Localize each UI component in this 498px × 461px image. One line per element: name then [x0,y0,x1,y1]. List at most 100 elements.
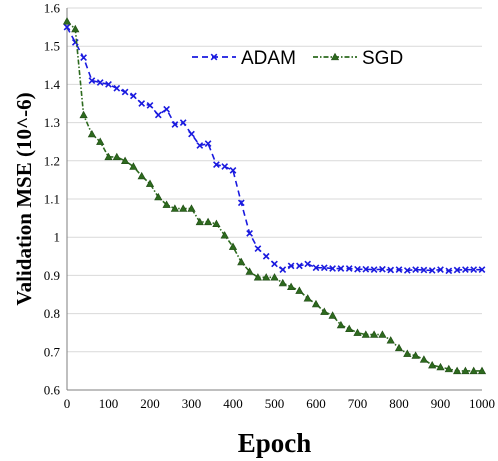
x-tick-label: 700 [348,396,368,411]
x-tick-label: 100 [99,396,119,411]
data-point-adam [262,252,270,260]
data-point-adam [345,265,353,272]
series-adam [63,23,486,275]
data-point-adam [246,230,253,237]
data-point-sgd [411,351,420,359]
data-point-adam [179,119,187,126]
data-point-sgd [62,17,72,25]
data-point-sgd [286,282,296,291]
data-point-adam [420,266,428,274]
data-point-adam [287,262,295,270]
data-point-sgd [477,366,487,375]
data-point-sgd [262,273,271,281]
data-point-adam [279,266,287,274]
x-tick-label: 900 [431,396,451,411]
data-point-sgd [104,152,113,161]
y-tick-label: 1.2 [44,153,60,168]
legend: ADAM SGD [192,48,403,69]
gridlines [67,7,482,353]
y-tick-label: 0.9 [44,268,60,283]
legend-marker-adam [210,53,218,61]
data-point-sgd [336,320,346,329]
data-point-adam [478,266,486,274]
data-point-sgd [295,286,304,294]
data-point-sgd [353,328,362,336]
data-point-adam [304,260,312,268]
data-point-adam [113,84,121,92]
data-point-sgd [378,330,387,338]
x-tick-label: 500 [265,396,285,411]
data-point-adam [146,102,154,109]
x-tick-label: 0 [64,396,71,411]
data-point-sgd [220,231,229,239]
y-tick-label: 0.6 [44,383,61,398]
y-tick-label: 1 [54,230,61,245]
data-point-adam [196,142,204,149]
data-point-adam [229,166,237,174]
data-point-adam [428,267,436,274]
data-point-adam [329,265,336,272]
x-tick-label: 300 [182,396,202,411]
data-point-sgd [237,257,246,266]
data-point-sgd [386,336,395,344]
data-point-adam [362,265,370,273]
data-point-adam [96,79,104,86]
data-point-sgd [311,299,321,308]
data-point-sgd [303,294,312,302]
data-point-adam [105,81,112,88]
data-point-adam [379,265,386,273]
data-point-sgd [320,307,329,315]
data-point-adam [395,266,403,274]
legend-item-adam: ADAM [192,48,296,69]
data-point-adam [154,111,162,119]
legend-marker-sgd [330,52,340,61]
data-point-adam [312,264,320,272]
data-point-adam [188,130,195,138]
data-point-sgd [444,364,453,373]
data-point-sgd [328,311,337,319]
data-point-sgd [419,355,429,363]
data-point-sgd [436,362,445,371]
data-point-adam [403,267,411,274]
data-point-sgd [112,152,121,161]
y-tick-label: 1.1 [44,192,60,207]
data-point-sgd [361,330,370,338]
y-tick-labels: 0.6 0.7 0.8 0.9 1 1.1 1.2 1.3 1.4 1.5 1.6 [44,1,61,398]
data-point-adam [370,266,378,274]
data-point-sgd [96,137,105,145]
data-point-adam [88,77,96,84]
data-point-adam [130,92,137,100]
data-point-adam [445,267,453,275]
data-point-sgd [71,24,80,33]
data-point-sgd [270,273,279,281]
data-point-adam [163,105,170,113]
data-point-sgd [154,192,163,201]
data-point-adam [204,140,212,147]
data-point-sgd [129,162,138,170]
data-point-adam [221,163,229,170]
y-tick-label: 1.6 [44,1,61,16]
x-tick-label: 800 [389,396,409,411]
legend-label-adam: ADAM [241,48,296,69]
x-tick-label: 200 [140,396,160,411]
legend-marker-sgd [330,52,340,61]
series-line-sgd [66,20,482,372]
x-tick-label: 1000 [469,396,495,411]
data-point-sgd [120,156,130,164]
data-point-adam [121,88,129,96]
data-point-sgd [428,360,437,369]
axes [66,8,482,391]
y-tick-label: 1.5 [44,39,60,54]
data-point-sgd [245,267,254,275]
data-point-adam [337,265,345,272]
data-point-adam [254,245,262,253]
data-point-sgd [469,366,478,375]
data-point-sgd [228,242,238,250]
data-point-sgd [137,171,146,180]
legend-label-sgd: SGD [362,48,403,69]
data-point-sgd [253,273,263,281]
x-axis-title: Epoch [238,428,312,458]
data-point-sgd [187,204,196,212]
data-point-adam [237,199,245,207]
